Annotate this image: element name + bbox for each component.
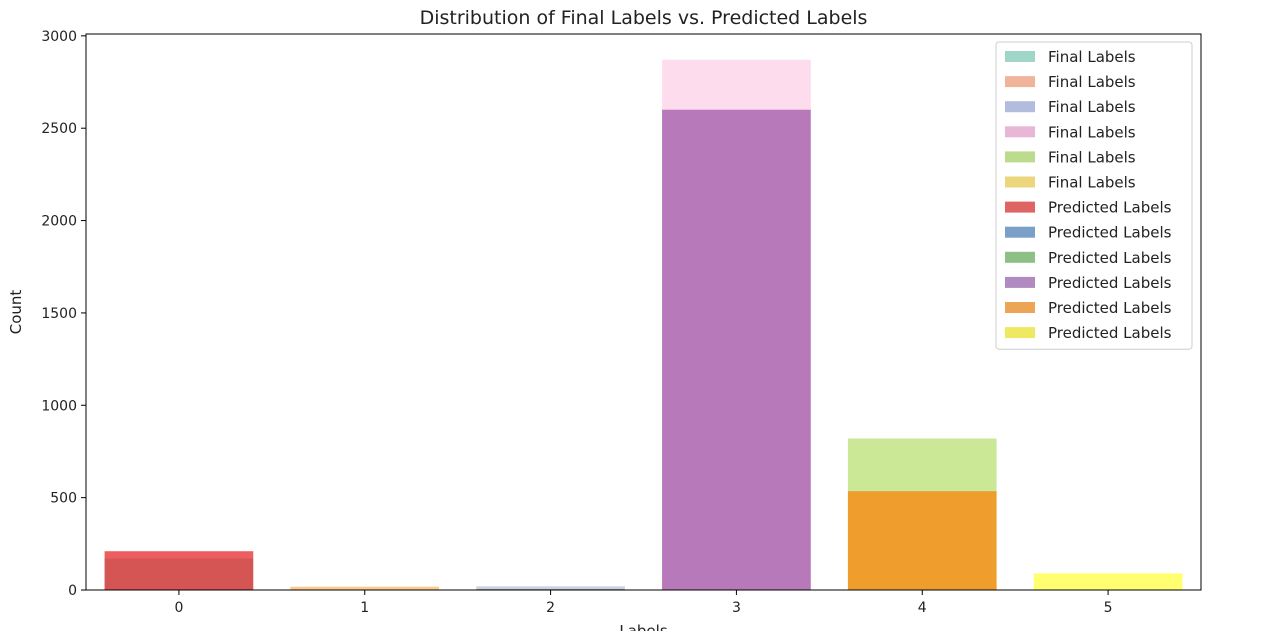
legend-box (995, 41, 1193, 350)
legend-swatch (1005, 101, 1035, 113)
y-tick-label: 0 (68, 583, 77, 599)
y-axis-label: Count (7, 290, 25, 335)
y-tick-label: 2500 (41, 121, 77, 137)
legend-entry: Final Labels (1048, 48, 1136, 66)
legend-swatch (1005, 302, 1035, 313)
x-axis-label: Labels (619, 622, 667, 631)
legend-entry: Predicted Labels (1048, 249, 1172, 267)
legend-swatch (1005, 176, 1035, 188)
x-tick-label: 4 (918, 600, 927, 616)
legend-entry: Predicted Labels (1048, 299, 1172, 317)
legend-entry: Final Labels (1048, 174, 1136, 192)
legend-entry: Final Labels (1048, 123, 1136, 141)
y-tick-label: 1500 (41, 306, 77, 322)
x-tick-label: 1 (360, 600, 369, 616)
predicted-bar-5 (1033, 573, 1183, 590)
legend-swatch (1005, 201, 1035, 213)
final-bar-2 (476, 586, 625, 590)
y-tick-label: 1000 (41, 398, 77, 414)
predicted-bar-3 (662, 109, 811, 590)
legend-entry: Final Labels (1048, 148, 1136, 166)
x-tick-label: 2 (546, 600, 555, 616)
legend-swatch (1005, 327, 1035, 339)
legend-swatch (1005, 51, 1035, 62)
legend-entry: Final Labels (1048, 73, 1136, 91)
chart-title: Distribution of Final Labels vs. Predict… (420, 7, 868, 29)
x-tick-label: 3 (732, 600, 741, 616)
predicted-bar-0 (104, 551, 254, 590)
y-tick-label: 2000 (41, 214, 77, 230)
x-axis: 0 1 2 3 4 5 (174, 590, 1113, 616)
legend-entry: Predicted Labels (1048, 224, 1172, 242)
legend: Final Labels Final Labels Final Labels Fina… (995, 41, 1193, 350)
legend-swatch (1005, 126, 1035, 138)
x-tick-label: 5 (1104, 600, 1113, 616)
y-tick-label: 3000 (41, 29, 77, 45)
legend-swatch (1005, 151, 1035, 163)
y-axis: 0 500 1000 1500 2000 2500 3000 (41, 29, 86, 599)
predicted-bar-4 (847, 491, 997, 590)
final-bar-1 (290, 586, 440, 590)
legend-entry: Predicted Labels (1048, 274, 1172, 292)
predicted-labels-bars (104, 109, 1183, 590)
legend-swatch (1005, 276, 1035, 288)
legend-entry: Predicted Labels (1048, 199, 1172, 217)
y-tick-label: 500 (50, 491, 77, 507)
legend-swatch (1005, 76, 1035, 88)
legend-entry: Predicted Labels (1048, 324, 1172, 342)
x-tick-label: 0 (174, 600, 183, 616)
legend-swatch (1005, 226, 1035, 238)
plot-frame (85, 33, 1202, 591)
legend-swatch (1005, 251, 1035, 263)
legend-entry: Final Labels (1048, 98, 1136, 116)
